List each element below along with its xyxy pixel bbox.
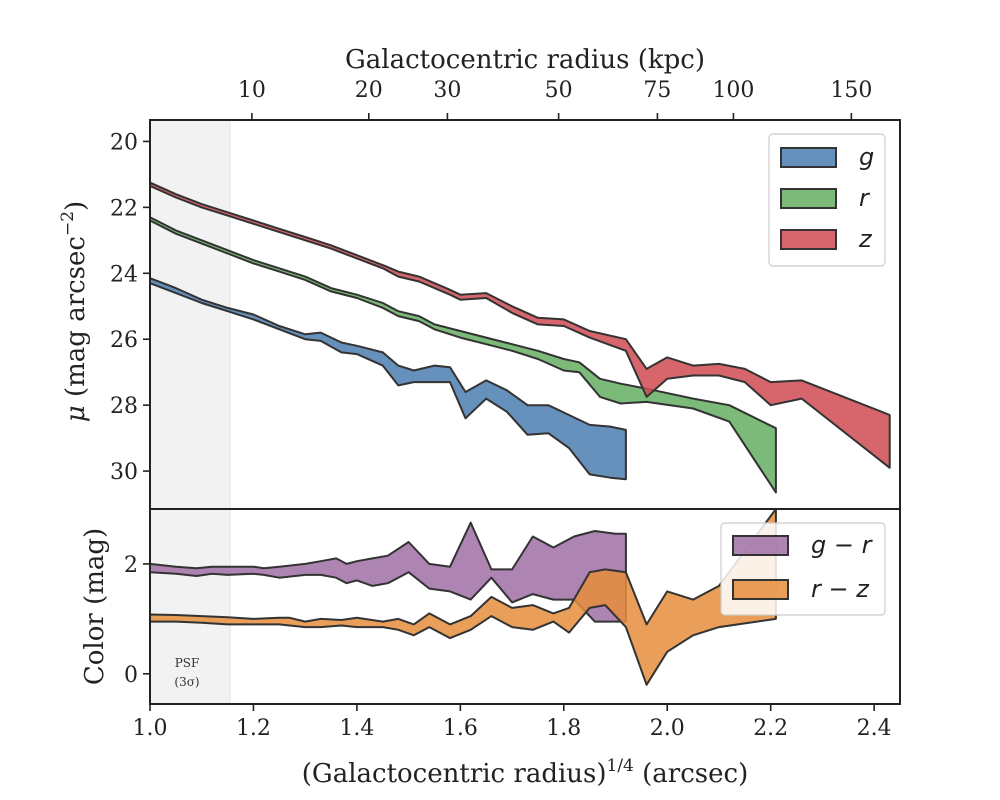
top-x-tick-label: 50 [545,78,573,103]
top-x-tick-label: 30 [433,78,461,103]
bands-top [150,181,891,494]
y-tick-label-bottom: 0 [124,663,138,688]
x-tick-label: 2.4 [857,716,892,741]
y-axis-title-top: μ (mag arcsec−2) [58,201,91,422]
band-r-minus-z [150,509,777,686]
axis-titles: Galactocentric radius (kpc) (Galactocentr… [58,45,748,789]
x-tick-label: 1.2 [236,716,271,741]
y-tick-label-top: 30 [110,460,138,485]
legend-g-label: g [859,143,874,171]
y-tick-label-top: 26 [110,328,138,353]
x-tick-label: 2.0 [650,716,685,741]
legends: grz g − r r − z [720,133,886,616]
legend-g-minus-r-swatch [732,535,789,556]
legend-z-label: z [858,225,873,253]
top-x-tick-label: 100 [712,78,754,103]
psf-label: PSF [175,656,200,670]
legend-r-label: r [859,184,871,212]
surface-brightness-panel: 20 22 24 26 28 30 [110,119,901,510]
legend-z-swatch [780,229,837,250]
y-tick-label-top: 20 [110,130,138,155]
top-x-tick-label: 20 [355,78,383,103]
top-x-tick-label: 150 [830,78,872,103]
y-tick-label-bottom: 2 [124,553,138,578]
x-tick-label: 1.8 [546,716,581,741]
legend-g-swatch [780,147,837,168]
y-tick-label-top: 28 [110,394,138,419]
x-tick-label: 1.0 [133,716,168,741]
y-axis-title-bottom: Color (mag) [80,528,110,685]
legend-r-minus-z-swatch [732,579,789,600]
band-g [150,277,627,481]
bottom-x-axis: 1.0 1.2 1.4 1.6 1.8 2.0 2.2 2.4 [133,704,892,741]
band-r [150,216,777,494]
psf-sigma-label: (3σ) [174,675,199,689]
bands-bottom [150,509,777,686]
top-x-axis: 10 20 30 50 75 100 150 [238,78,872,120]
legend-r-minus-z-label: r − z [811,575,870,603]
x-axis-title: (Galactocentric radius)1/4 (arcsec) [302,756,748,789]
frame-bottom [149,508,901,705]
x-tick-label: 1.4 [339,716,374,741]
x-tick-label: 1.6 [443,716,478,741]
legend-r-swatch [780,188,837,209]
color-panel: PSF (3σ) 0 2 [124,508,901,705]
top-x-tick-label: 10 [238,78,266,103]
band-z [150,181,891,469]
top-x-axis-title: Galactocentric radius (kpc) [345,45,705,75]
top-x-tick-label: 75 [643,78,671,103]
psf-region-bottom [150,509,231,704]
psf-region-top [150,120,231,509]
y-tick-label-top: 24 [110,262,138,287]
x-tick-label: 2.2 [753,716,788,741]
y-tick-label-top: 22 [110,196,138,221]
legend-g-minus-r-label: g − r [811,531,874,559]
